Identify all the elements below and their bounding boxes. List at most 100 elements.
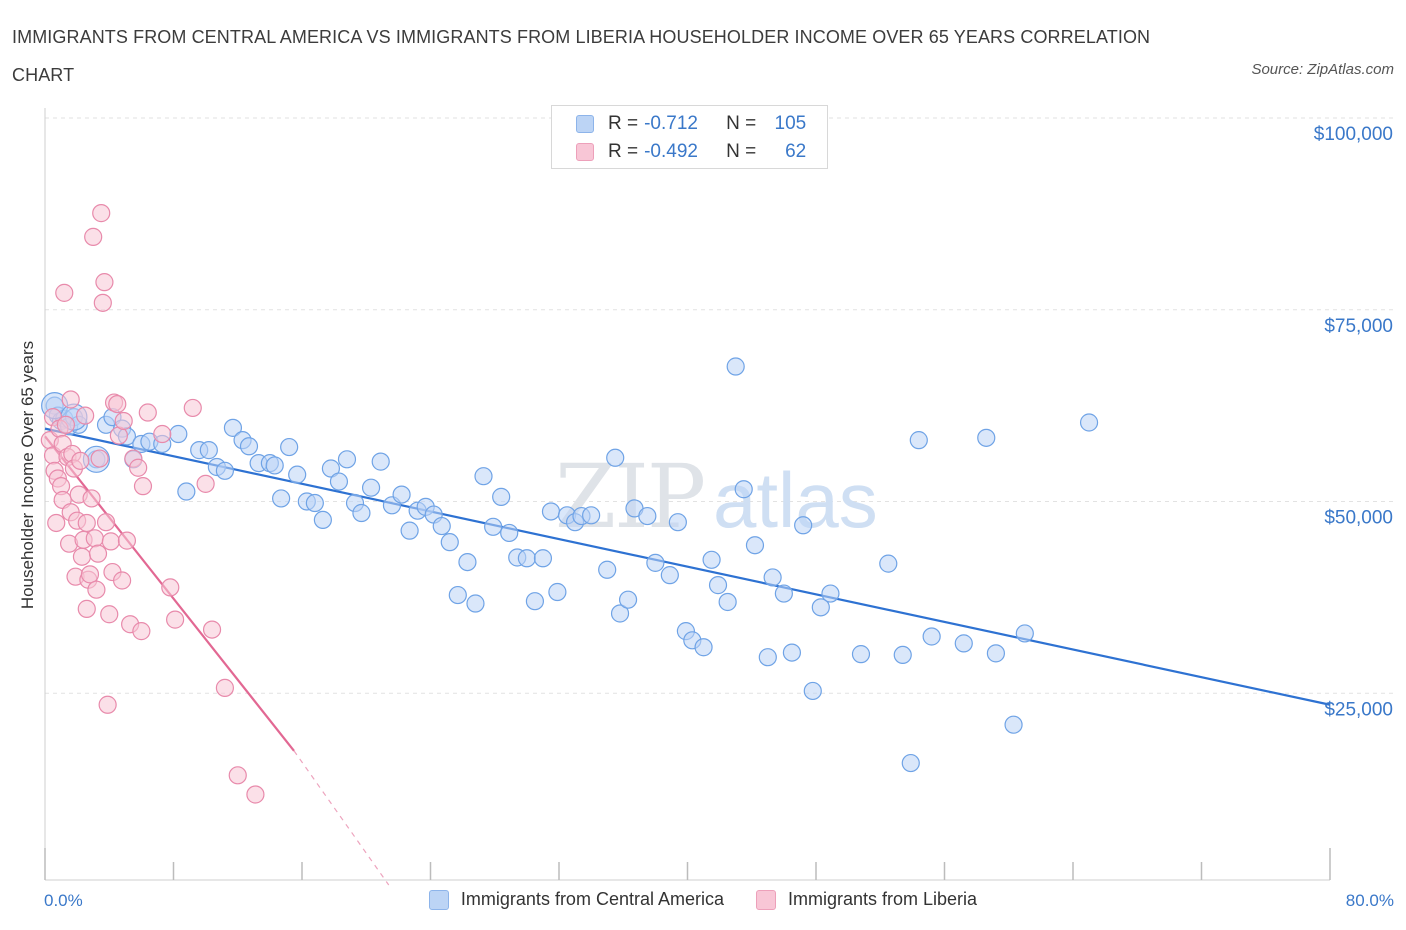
grid-lines xyxy=(45,117,1395,694)
data-points xyxy=(40,204,1099,804)
point-central-america xyxy=(199,441,218,460)
point-central-america xyxy=(313,510,332,530)
axes xyxy=(44,108,1331,881)
point-central-america xyxy=(879,554,898,573)
stats-legend: R = -0.712 N = 105 R = -0.492 N = 62 xyxy=(551,105,828,169)
point-central-america xyxy=(288,465,307,484)
point-central-america xyxy=(745,536,765,555)
y-tick-label: $100,000 xyxy=(1314,124,1393,145)
point-liberia xyxy=(61,390,80,409)
point-liberia xyxy=(101,532,120,551)
point-liberia xyxy=(166,610,185,629)
point-liberia xyxy=(56,415,75,434)
point-central-america xyxy=(909,431,928,450)
point-central-america xyxy=(763,568,782,587)
point-liberia xyxy=(77,599,96,618)
point-central-america xyxy=(400,521,419,540)
point-central-america xyxy=(660,566,679,585)
point-central-america xyxy=(702,550,721,569)
stats-row-central-america: R = -0.712 N = 105 xyxy=(576,111,806,137)
legend-swatch-pink xyxy=(576,143,594,161)
point-liberia xyxy=(196,474,215,493)
point-central-america xyxy=(598,560,617,579)
point-central-america xyxy=(803,681,822,701)
point-central-america xyxy=(492,487,511,506)
point-central-america xyxy=(851,645,871,664)
point-central-america xyxy=(954,634,973,653)
point-central-america xyxy=(352,503,371,523)
point-liberia xyxy=(87,580,106,599)
point-central-america xyxy=(169,424,188,444)
point-central-america xyxy=(922,627,941,646)
point-central-america xyxy=(718,592,737,612)
point-central-america xyxy=(734,480,753,499)
point-liberia xyxy=(90,449,109,468)
point-liberia xyxy=(132,622,151,641)
point-central-america xyxy=(321,459,341,478)
point-central-america xyxy=(337,450,357,469)
point-central-america xyxy=(177,482,196,501)
point-liberia xyxy=(108,394,127,414)
point-central-america xyxy=(708,576,728,595)
point-central-america xyxy=(239,437,259,456)
y-tick-label: $75,000 xyxy=(1324,316,1393,337)
point-central-america xyxy=(215,461,234,480)
point-central-america xyxy=(329,472,349,491)
r-label: R = xyxy=(608,141,639,162)
point-central-america xyxy=(893,645,912,665)
point-central-america xyxy=(466,594,485,613)
point-central-america xyxy=(618,590,638,609)
point-liberia xyxy=(82,489,101,508)
point-central-america xyxy=(1004,715,1023,734)
watermark-zip: ZIP xyxy=(555,445,704,548)
point-central-america xyxy=(726,357,745,376)
point-liberia xyxy=(138,403,157,422)
point-liberia xyxy=(153,424,172,444)
point-central-america xyxy=(484,517,503,536)
legend-item-central-america[interactable]: Immigrants from Central America xyxy=(428,889,724,910)
point-central-america xyxy=(458,552,477,572)
point-central-america xyxy=(638,506,657,526)
legend-swatch-pink xyxy=(756,889,776,910)
point-liberia xyxy=(202,620,222,639)
point-central-america xyxy=(305,493,324,513)
point-central-america xyxy=(517,549,536,568)
point-central-america xyxy=(432,516,451,536)
point-central-america xyxy=(694,638,713,657)
point-liberia xyxy=(129,458,148,477)
point-liberia xyxy=(246,785,265,804)
point-central-america xyxy=(525,592,545,611)
point-central-america xyxy=(280,437,299,457)
point-central-america xyxy=(606,448,625,467)
point-liberia xyxy=(112,571,132,590)
point-liberia xyxy=(96,513,116,532)
x-tick-max: 80.0% xyxy=(1345,891,1394,910)
trend-line-central-america xyxy=(44,427,1331,706)
point-central-america xyxy=(668,513,687,532)
legend-label: Immigrants from Liberia xyxy=(788,889,978,909)
y-axis-label: Householder Income Over 65 years xyxy=(18,340,37,610)
point-liberia xyxy=(76,406,95,425)
point-central-america xyxy=(1079,413,1099,432)
y-tick-labels: $100,000 $75,000 $50,000 $25,000 xyxy=(1314,124,1393,720)
point-central-america xyxy=(533,549,553,568)
legend-label: Immigrants from Central America xyxy=(460,889,724,909)
point-central-america xyxy=(541,502,561,521)
legend-item-liberia[interactable]: Immigrants from Liberia xyxy=(756,889,977,910)
legend-swatch-blue xyxy=(428,889,449,910)
source-label: Source: ZipAtlas.com xyxy=(1251,61,1394,78)
point-central-america xyxy=(794,516,813,535)
point-liberia xyxy=(77,513,96,533)
point-central-america xyxy=(782,643,802,662)
point-central-america xyxy=(474,467,493,486)
x-tick-min: 0.0% xyxy=(44,891,83,910)
point-liberia xyxy=(93,293,112,312)
point-central-america xyxy=(272,489,291,508)
point-liberia xyxy=(228,766,247,785)
watermark-atlas: atlas xyxy=(713,456,878,544)
point-liberia xyxy=(161,578,180,597)
point-liberia xyxy=(88,544,108,563)
point-liberia xyxy=(55,283,74,302)
point-liberia xyxy=(100,605,119,624)
